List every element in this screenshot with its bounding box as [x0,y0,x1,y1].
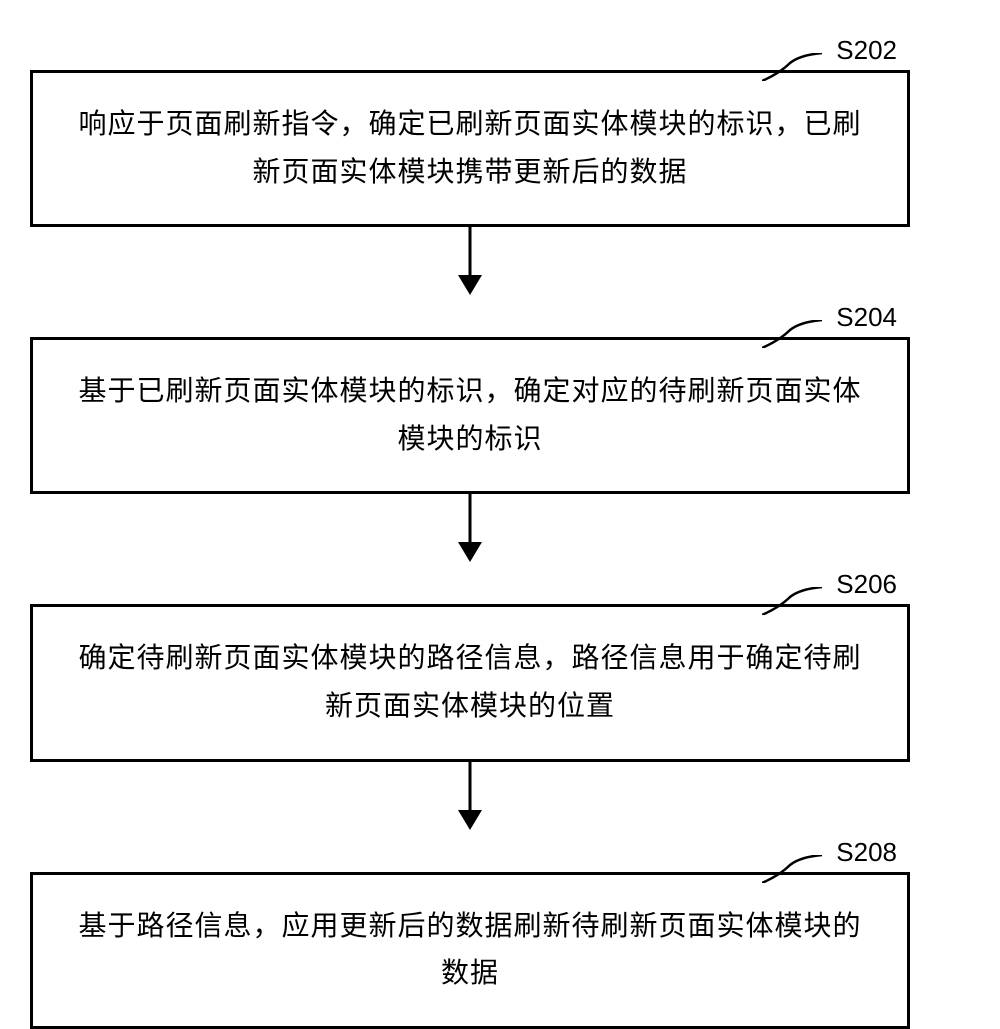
leader-line-s202 [762,53,832,81]
step-box-s206: S206 确定待刷新页面实体模块的路径信息，路径信息用于确定待刷新页面实体模块的… [30,604,910,761]
arrow-connector-3 [30,762,910,832]
step-text-s206: 确定待刷新页面实体模块的路径信息，路径信息用于确定待刷新页面实体模块的位置 [73,635,867,730]
step-text-s202: 响应于页面刷新指令，确定已刷新页面实体模块的标识，已刷新页面实体模块携带更新后的… [73,101,867,196]
leader-line-s204 [762,320,832,348]
flowchart-container: S202 响应于页面刷新指令，确定已刷新页面实体模块的标识，已刷新页面实体模块携… [30,30,970,1029]
arrow-connector-2 [30,494,910,564]
step-box-s202: S202 响应于页面刷新指令，确定已刷新页面实体模块的标识，已刷新页面实体模块携… [30,70,910,227]
step-text-s204: 基于已刷新页面实体模块的标识，确定对应的待刷新页面实体模块的标识 [73,368,867,463]
step-box-s208: S208 基于路径信息，应用更新后的数据刷新待刷新页面实体模块的数据 [30,872,910,1029]
step-box-s204: S204 基于已刷新页面实体模块的标识，确定对应的待刷新页面实体模块的标识 [30,337,910,494]
leader-line-s206 [762,587,832,615]
step-text-s208: 基于路径信息，应用更新后的数据刷新待刷新页面实体模块的数据 [73,903,867,998]
step-label-s204: S204 [836,302,897,333]
step-label-s202: S202 [836,35,897,66]
leader-line-s208 [762,855,832,883]
step-label-s208: S208 [836,837,897,868]
step-label-s206: S206 [836,569,897,600]
arrow-connector-1 [30,227,910,297]
